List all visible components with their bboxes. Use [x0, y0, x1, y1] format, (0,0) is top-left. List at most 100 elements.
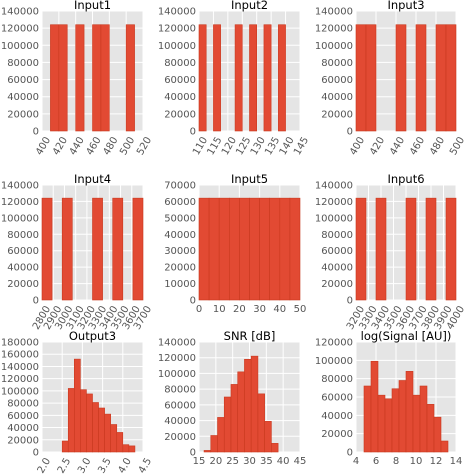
y-tick-label: 0 — [33, 448, 39, 459]
y-tick-label: 20000 — [164, 432, 196, 443]
bar — [257, 393, 265, 453]
bar — [128, 445, 136, 453]
x-tick-label: 20 — [209, 456, 222, 467]
bar — [355, 197, 367, 301]
x-tick-label: 4.5 — [137, 456, 154, 474]
bar — [198, 197, 210, 301]
y-tick-label: 40000 — [321, 411, 353, 422]
y-tick-label: 0 — [347, 127, 353, 138]
bar — [203, 450, 212, 453]
bar — [377, 394, 386, 453]
bar — [425, 197, 437, 301]
y-tick-label: 80000 — [164, 385, 196, 396]
y-tick-label: 60000 — [164, 75, 196, 86]
y-tick-label: 60000 — [321, 393, 353, 404]
bar — [259, 197, 271, 301]
bar — [264, 421, 272, 453]
y-tick-label: 100000 — [158, 369, 196, 380]
y-tick-label: 140000 — [1, 181, 39, 192]
y-tick-label: 60000 — [164, 400, 196, 411]
bar — [289, 197, 301, 301]
bar — [440, 440, 449, 453]
x-tick-label: 460 — [408, 135, 427, 157]
bar — [223, 396, 232, 453]
y-tick-label: 70000 — [164, 181, 196, 192]
bar — [365, 24, 377, 132]
bar — [230, 384, 239, 453]
y-tick-label: 0 — [190, 296, 196, 307]
x-tick-label: 35 — [260, 456, 273, 467]
x-tick-label: 10 — [213, 304, 226, 315]
bar — [92, 402, 99, 453]
bar — [229, 197, 240, 301]
x-tick-label: 2.0 — [36, 456, 53, 474]
y-tick-label: 120000 — [315, 338, 353, 349]
y-tick-label: 80000 — [7, 399, 39, 410]
y-tick-label: 80000 — [321, 230, 353, 241]
y-tick-label: 140000 — [315, 181, 353, 192]
bar — [398, 380, 407, 453]
x-tick-label: 30 — [243, 456, 256, 467]
x-tick-label: 40 — [277, 456, 290, 467]
y-tick-label: 20000 — [321, 279, 353, 290]
x-tick-label: 14 — [450, 456, 463, 467]
panel-5: 0 10000 20000 30000 40000 50000 60000 70000 0 10 2… — [164, 172, 306, 315]
bar — [75, 24, 85, 132]
y-tick-label: 120000 — [1, 374, 39, 385]
bar — [384, 398, 393, 453]
bar — [100, 24, 110, 132]
bar — [355, 24, 367, 132]
bar — [249, 197, 260, 301]
bar — [125, 24, 135, 132]
panel-title: SNR [dB] — [224, 329, 276, 343]
bar — [50, 24, 60, 132]
bar — [208, 197, 220, 301]
y-tick-label: 0 — [190, 127, 196, 138]
y-tick-label: 40000 — [321, 92, 353, 103]
bar — [271, 443, 279, 453]
bar — [250, 355, 259, 453]
panel-7: 0200004000060000800001000001200001400001… — [1, 329, 154, 474]
y-tick-label: 100000 — [1, 41, 39, 52]
y-tick-label: 140000 — [1, 362, 39, 373]
bar — [86, 393, 93, 453]
x-tick-label: 40 — [273, 304, 286, 315]
y-tick-label: 40000 — [7, 423, 39, 434]
bar — [110, 424, 118, 453]
bar — [67, 388, 75, 453]
x-tick-label: 4.0 — [116, 456, 133, 474]
panel-4: 0200004000060000800001000001200001400002… — [1, 172, 154, 332]
bar — [412, 394, 421, 453]
bar — [122, 444, 130, 453]
y-tick-label: 10000 — [164, 279, 196, 290]
panel-1: 0 20000 40000 60000 80000 100000 120000 140000 4… — [1, 0, 154, 157]
y-tick-label: 160000 — [1, 350, 39, 361]
y-tick-label: 120000 — [1, 24, 39, 35]
panel-3: 0 20000 40000 60000 80000 100000 120000 140000 4… — [315, 0, 467, 157]
x-tick-label: 420 — [368, 135, 387, 157]
y-tick-label: 140000 — [1, 7, 39, 18]
y-tick-label: 0 — [33, 127, 39, 138]
bar — [419, 385, 428, 453]
bar — [263, 24, 272, 132]
bar — [370, 360, 379, 453]
bar — [239, 197, 250, 301]
bar — [435, 24, 447, 132]
x-tick-label: 4 — [353, 456, 359, 467]
x-tick-label: 25 — [226, 456, 239, 467]
y-tick-label: 100000 — [315, 41, 353, 52]
bar — [210, 435, 218, 453]
x-tick-label: 8 — [393, 456, 399, 467]
x-tick-label: 500 — [118, 135, 137, 157]
bar — [234, 24, 243, 132]
x-tick-label: 145 — [292, 135, 311, 157]
y-tick-label: 140000 — [158, 7, 196, 18]
x-tick-label: 125 — [234, 135, 253, 157]
panel-title: Output3 — [69, 329, 116, 343]
bar — [363, 385, 372, 453]
y-tick-label: 80000 — [7, 230, 39, 241]
bar — [80, 389, 87, 453]
y-tick-label: 40000 — [164, 92, 196, 103]
x-tick-label: 3.0 — [76, 456, 93, 474]
